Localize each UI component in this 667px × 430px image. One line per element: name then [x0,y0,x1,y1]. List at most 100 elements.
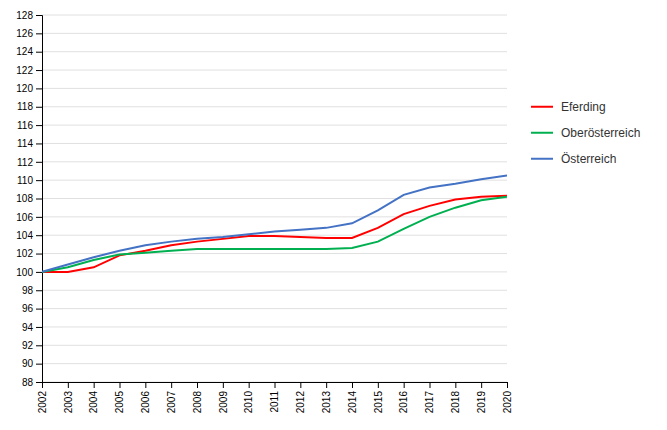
x-tick: 2007 [166,382,177,413]
y-tick: 88 [22,377,42,388]
y-tick-label: 110 [17,175,33,186]
y-tick-label: 90 [22,358,34,369]
series-line [42,176,507,272]
y-tick: 100 [16,267,42,278]
x-tick-mark [378,382,379,388]
y-tick-mark [36,382,42,383]
x-tick-mark [455,382,456,388]
grid-line [42,70,507,71]
y-tick-mark [36,162,42,163]
y-tick: 124 [16,46,42,57]
grid [42,15,507,382]
x-tick: 2008 [192,382,203,413]
x-tick-mark [300,382,301,388]
y-tick-label: 94 [22,322,34,333]
y-tick-mark [36,33,42,34]
x-tick: 2017 [424,382,435,413]
grid-line [42,198,507,199]
y-tick-label: 128 [16,10,33,21]
x-tick-label: 2004 [88,391,99,414]
y-tick: 122 [16,65,42,76]
x-tick-label: 2020 [502,391,513,414]
x-tick-label: 2016 [398,391,409,414]
x-tick-label: 2017 [424,391,435,414]
y-tick-mark [36,254,42,255]
y-tick-label: 114 [17,138,33,149]
y-tick-mark [36,125,42,126]
y-tick: 120 [16,83,42,94]
grid-line [42,106,507,107]
y-tick-label: 116 [17,120,33,131]
grid-line [42,290,507,291]
x-tick: 2012 [295,382,306,413]
x-tick: 2002 [37,382,48,413]
y-tick-mark [36,272,42,273]
y-tick: 116 [17,120,42,131]
x-tick-mark [326,382,327,388]
y-tick-label: 98 [22,285,34,296]
x-tick-mark [481,382,482,388]
y-tick-mark [36,88,42,89]
y-tick-mark [36,345,42,346]
x-tick-label: 2008 [192,391,203,414]
y-tick-label: 108 [16,193,33,204]
x-tick: 2016 [398,382,409,413]
grid-line [42,161,507,162]
y-tick-label: 118 [17,101,33,112]
y-tick-mark [36,235,42,236]
legend-label: Österreich [561,152,616,166]
grid-line [42,180,507,181]
x-tick-label: 2012 [295,391,306,414]
x-tick-label: 2010 [243,391,254,414]
x-tick-mark [171,382,172,388]
y-tick-mark [36,180,42,181]
x-tick-label: 2007 [166,391,177,414]
plot: 2002200320042005200620072008200920102011… [16,10,512,414]
x-tick: 2003 [63,382,74,413]
y-tick-mark [36,199,42,200]
x-tick-mark [120,382,121,388]
lines [42,176,507,272]
x-tick: 2006 [140,382,151,413]
grid-line [42,88,507,89]
x-tick: 2004 [88,382,99,413]
x-tick-label: 2019 [476,391,487,414]
x-tick-label: 2013 [321,391,332,414]
x-tick-mark [94,382,95,388]
y-tick: 112 [17,157,42,168]
x-tick-label: 2006 [140,391,151,414]
y-tick: 110 [17,175,42,186]
y-tick-label: 106 [16,212,33,223]
x-tick: 2015 [373,382,384,413]
grid-line [42,15,507,16]
y-tick-mark [36,327,42,328]
legend: EferdingOberösterreichÖsterreich [531,100,640,166]
x-axis: 2002200320042005200620072008200920102011… [37,382,513,413]
grid-line [42,308,507,309]
y-tick-mark [36,70,42,71]
legend-swatch [531,106,553,108]
y-tick-label: 122 [16,65,33,76]
x-tick-mark [430,382,431,388]
x-tick-label: 2003 [63,391,74,414]
y-tick: 118 [17,101,42,112]
x-tick: 2013 [321,382,332,413]
y-tick-mark [36,15,42,16]
y-tick: 126 [16,28,42,39]
grid-line [42,33,507,34]
x-tick: 2014 [347,382,358,413]
y-tick: 98 [22,285,42,296]
grid-line [42,51,507,52]
x-tick: 2009 [218,382,229,413]
y-tick-label: 88 [22,377,34,388]
x-tick-label: 2015 [373,391,384,414]
x-tick-mark [197,382,198,388]
series-line [42,197,507,272]
grid-line [42,271,507,272]
x-tick-mark [223,382,224,388]
y-tick: 94 [22,322,42,333]
y-tick-label: 126 [16,28,33,39]
x-axis-line [43,383,508,389]
x-tick-mark [404,382,405,388]
y-tick: 128 [16,10,42,21]
